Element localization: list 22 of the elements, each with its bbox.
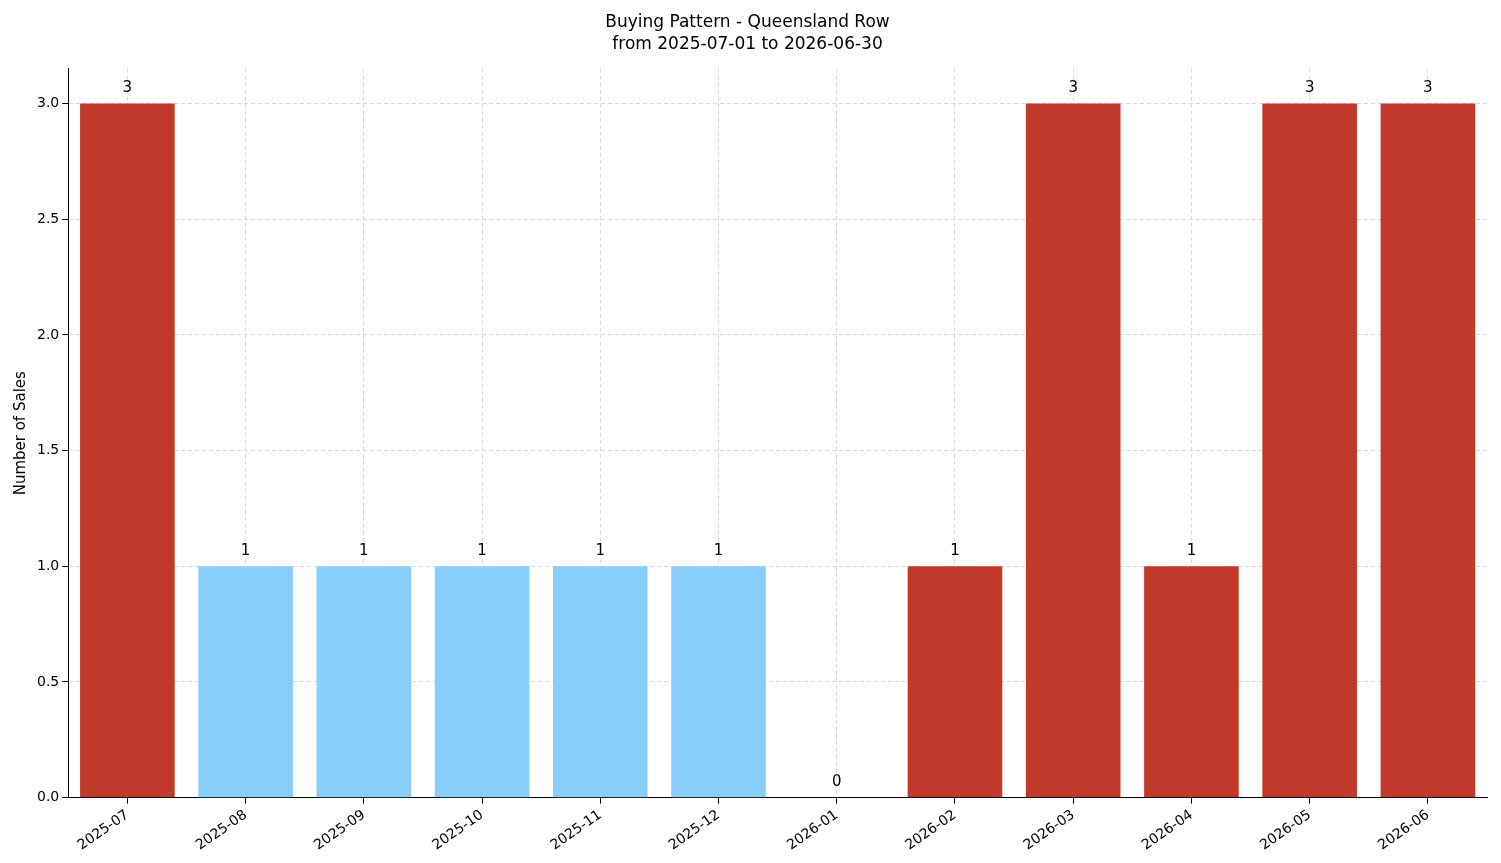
y-axis-title: Number of Sales xyxy=(10,370,29,496)
data-label: 3 xyxy=(1423,77,1433,96)
data-label: 1 xyxy=(595,540,606,559)
data-label: 3 xyxy=(1068,77,1078,96)
y-tick-label: 0.0 xyxy=(37,788,60,805)
data-label: 1 xyxy=(713,540,724,559)
y-tick-label: 1.5 xyxy=(37,441,60,458)
data-label: 1 xyxy=(240,540,251,559)
data-label: 1 xyxy=(950,540,960,559)
data-label: 3 xyxy=(1304,77,1315,96)
data-label: 0 xyxy=(831,772,842,791)
y-tick-label: 1.0 xyxy=(37,556,60,573)
chart-title: Buying Pattern - Queensland Row xyxy=(605,10,890,31)
data-label: 1 xyxy=(359,540,369,559)
y-tick-label: 2.5 xyxy=(37,209,60,226)
data-label: 1 xyxy=(1186,540,1197,559)
data-label: 3 xyxy=(122,77,133,96)
y-tick-label: 2.0 xyxy=(37,325,60,342)
y-tick-label: 3.0 xyxy=(37,94,60,111)
data-label: 1 xyxy=(477,540,487,559)
chart-subtitle: from 2025-07-01 to 2026-06-30 xyxy=(612,33,883,54)
y-tick-label: 0.5 xyxy=(37,672,60,689)
